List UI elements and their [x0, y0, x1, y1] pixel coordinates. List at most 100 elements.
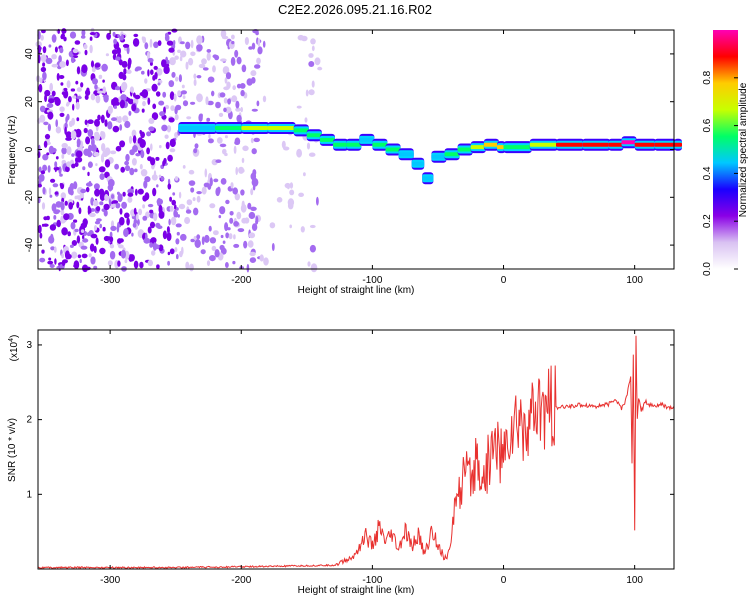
noise-speckle	[63, 87, 68, 92]
noise-speckle	[69, 183, 75, 191]
noise-speckle	[141, 70, 145, 75]
noise-speckle	[153, 212, 158, 222]
noise-speckle	[147, 57, 154, 63]
noise-speckle	[233, 221, 240, 227]
noise-speckle	[250, 137, 254, 144]
ridge-core	[346, 142, 362, 147]
noise-speckle	[135, 66, 142, 71]
ridge-core	[319, 137, 335, 142]
noise-speckle	[196, 93, 203, 103]
noise-speckle	[100, 153, 105, 163]
noise-speckle	[38, 166, 42, 173]
noise-speckle	[83, 44, 88, 50]
noise-speckle	[209, 237, 217, 244]
noise-speckle	[251, 108, 258, 112]
noise-speckle	[84, 49, 88, 56]
noise-speckle	[211, 90, 215, 97]
noise-speckle	[43, 140, 48, 148]
noise-speckle	[49, 264, 55, 268]
noise-speckle	[119, 35, 123, 41]
noise-speckle	[289, 224, 293, 229]
snr-scale-base: (x10	[9, 341, 20, 361]
noise-speckle	[310, 263, 318, 273]
noise-speckle	[68, 96, 72, 103]
noise-speckle	[118, 244, 124, 249]
noise-speckle	[178, 203, 186, 210]
noise-speckle	[257, 46, 263, 55]
noise-speckle	[178, 74, 182, 83]
noise-speckle	[141, 89, 149, 99]
noise-speckle	[61, 253, 64, 259]
colorbar-gradient	[713, 30, 738, 269]
noise-speckle	[147, 203, 154, 208]
noise-speckle	[133, 260, 139, 269]
noise-speckle	[166, 40, 174, 46]
noise-speckle	[66, 113, 70, 121]
noise-speckle	[48, 235, 55, 244]
noise-speckle	[206, 52, 211, 61]
noise-speckle	[54, 258, 57, 265]
noise-speckle	[240, 106, 243, 113]
noise-speckle	[48, 98, 55, 104]
noise-speckle	[110, 225, 117, 231]
noise-speckle	[52, 183, 59, 188]
noise-speckle	[170, 216, 177, 226]
noise-speckle	[304, 117, 308, 123]
ridge-core	[431, 154, 447, 159]
noise-speckle	[246, 263, 250, 273]
colorbar-tick-label: 0.6	[702, 118, 713, 132]
noise-speckle	[167, 251, 171, 256]
noise-speckle	[111, 49, 118, 55]
noise-speckle	[71, 251, 78, 259]
noise-speckle	[248, 46, 253, 50]
noise-speckle	[87, 232, 91, 237]
noise-speckle	[119, 124, 123, 131]
noise-speckle	[193, 73, 197, 80]
noise-speckle	[289, 182, 294, 189]
noise-speckle	[127, 196, 133, 203]
noise-speckle	[115, 145, 122, 152]
noise-speckle	[168, 218, 171, 226]
noise-speckle	[251, 148, 257, 155]
noise-speckle	[86, 266, 91, 271]
noise-speckle	[236, 211, 242, 220]
noise-speckle	[42, 164, 48, 172]
noise-speckle	[174, 55, 179, 60]
noise-speckle	[90, 93, 96, 101]
noise-speckle	[116, 191, 120, 195]
noise-speckle	[55, 201, 62, 208]
noise-speckle	[53, 210, 60, 215]
noise-speckle	[196, 75, 202, 79]
noise-speckle	[84, 119, 88, 126]
noise-speckle	[121, 60, 128, 68]
noise-speckle	[114, 163, 119, 170]
noise-speckle	[181, 84, 185, 89]
noise-speckle	[142, 195, 148, 202]
noise-speckle	[72, 95, 77, 99]
noise-speckle	[115, 56, 121, 61]
noise-speckle	[73, 260, 80, 270]
noise-speckle	[305, 89, 309, 97]
noise-speckle	[240, 189, 245, 196]
noise-speckle	[213, 230, 219, 236]
noise-speckle	[310, 38, 316, 45]
noise-speckle	[113, 105, 117, 109]
noise-speckle	[215, 159, 222, 163]
noise-speckle	[48, 44, 52, 48]
colorbar-tick-label: 0.0	[702, 262, 713, 276]
noise-speckle	[128, 110, 132, 116]
noise-speckle	[169, 205, 174, 212]
noise-speckle	[227, 98, 232, 105]
noise-speckle	[166, 232, 172, 241]
snr-ytick-label: 3	[26, 340, 32, 351]
noise-speckle	[225, 72, 232, 80]
noise-speckle	[134, 168, 138, 173]
noise-speckle	[255, 31, 259, 36]
noise-speckle	[186, 199, 193, 206]
noise-speckle	[180, 41, 185, 45]
noise-speckle	[169, 148, 176, 153]
noise-speckle	[112, 125, 120, 133]
noise-speckle	[90, 256, 96, 265]
noise-speckle	[173, 93, 177, 102]
